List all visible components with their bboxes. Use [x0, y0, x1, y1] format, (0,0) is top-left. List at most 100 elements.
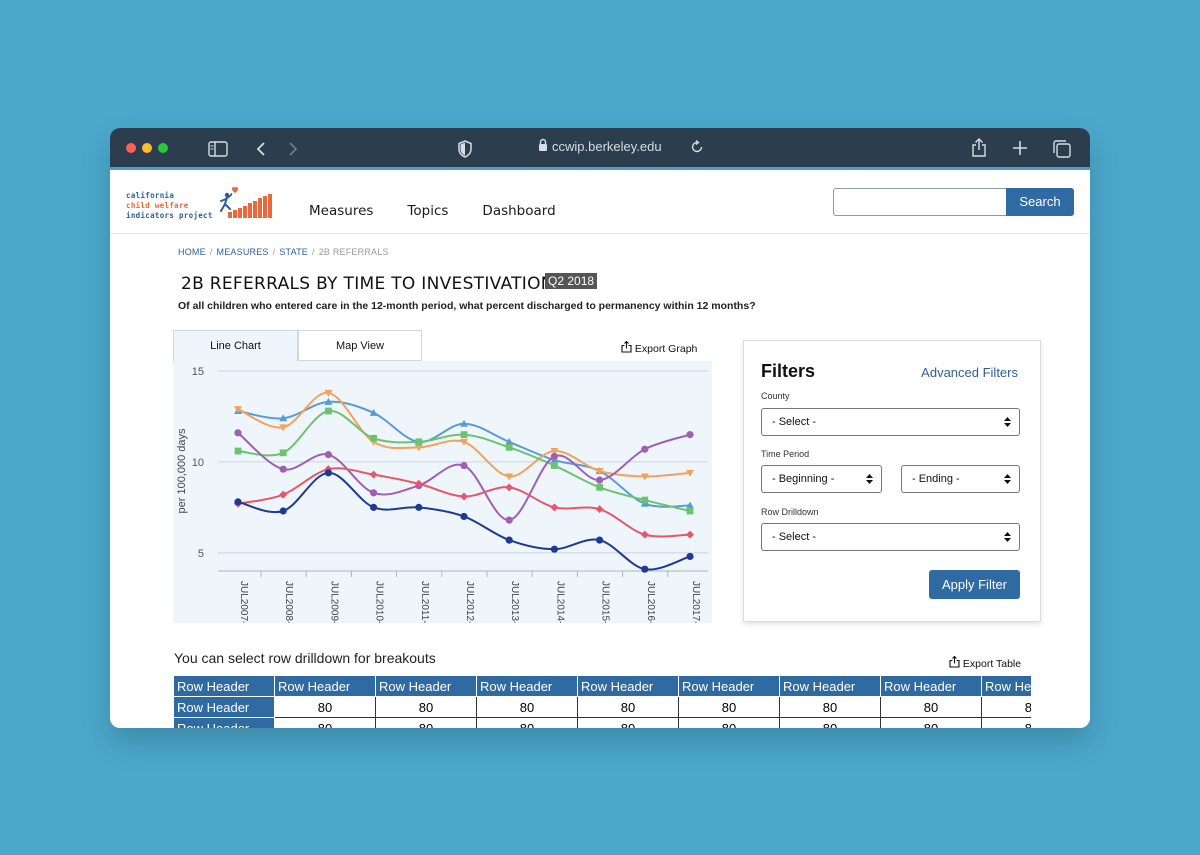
sidebar-icon[interactable]: [208, 141, 228, 162]
tab-line-chart[interactable]: Line Chart: [173, 330, 298, 361]
tab-map-view[interactable]: Map View: [298, 330, 422, 361]
data-point[interactable]: [505, 483, 514, 492]
data-point[interactable]: [596, 483, 603, 491]
data-point[interactable]: [641, 565, 649, 573]
search-input[interactable]: [833, 188, 1007, 216]
data-point[interactable]: [279, 414, 288, 422]
data-point[interactable]: [505, 437, 514, 445]
breadcrumb-home[interactable]: HOME: [178, 247, 206, 257]
logo-chart-icon[interactable]: [218, 184, 278, 225]
data-point[interactable]: [686, 501, 694, 509]
data-point[interactable]: [595, 505, 604, 514]
data-point[interactable]: [324, 397, 333, 405]
share-icon[interactable]: [971, 138, 987, 163]
data-point[interactable]: [460, 431, 468, 439]
data-point[interactable]: [686, 431, 694, 439]
data-point[interactable]: [370, 434, 377, 442]
tabs-overview-icon[interactable]: [1052, 140, 1071, 163]
main-nav: Measures Topics Dashboard: [309, 203, 556, 219]
data-point[interactable]: [686, 530, 694, 539]
row-drilldown-select[interactable]: - Select -: [761, 523, 1020, 551]
back-icon[interactable]: [255, 141, 267, 162]
table-cell: 80: [981, 717, 1031, 728]
data-point[interactable]: [641, 445, 649, 453]
data-point[interactable]: [279, 490, 288, 499]
browser-titlebar: ccwip.berkeley.edu: [110, 128, 1090, 170]
table-cell: 80: [375, 717, 477, 728]
nav-measures[interactable]: Measures: [309, 203, 374, 219]
browser-window: ccwip.berkeley.edu california child welf…: [110, 128, 1090, 728]
data-point[interactable]: [234, 406, 242, 414]
data-point[interactable]: [505, 473, 514, 481]
breadcrumb-state[interactable]: STATE: [279, 247, 309, 257]
data-point[interactable]: [324, 469, 332, 477]
nav-topics[interactable]: Topics: [407, 203, 449, 219]
minimize-window-button[interactable]: [142, 143, 152, 153]
maximize-window-button[interactable]: [158, 143, 168, 153]
data-point[interactable]: [414, 479, 423, 488]
forward-icon[interactable]: [287, 141, 299, 162]
data-point[interactable]: [234, 498, 242, 506]
data-point[interactable]: [415, 438, 423, 446]
breadcrumb-measures[interactable]: MEASURES: [216, 247, 269, 257]
data-point[interactable]: [460, 419, 468, 427]
search-button[interactable]: Search: [1006, 188, 1074, 216]
export-table-button[interactable]: Export Table: [949, 655, 1021, 670]
data-point[interactable]: [415, 503, 423, 511]
new-tab-icon[interactable]: [1012, 140, 1028, 161]
data-point[interactable]: [505, 516, 513, 524]
data-point[interactable]: [325, 407, 332, 415]
data-point[interactable]: [640, 530, 649, 539]
data-point[interactable]: [550, 448, 559, 455]
beginning-select[interactable]: - Beginning -: [761, 465, 882, 493]
data-point[interactable]: [234, 447, 242, 455]
data-point[interactable]: [460, 438, 468, 446]
shield-icon[interactable]: [458, 140, 472, 163]
data-point[interactable]: [279, 424, 288, 432]
nav-dashboard[interactable]: Dashboard: [482, 203, 556, 219]
data-point[interactable]: [324, 451, 332, 459]
data-point[interactable]: [414, 444, 423, 452]
table-cell: 80: [981, 696, 1031, 718]
data-point[interactable]: [460, 461, 468, 470]
lock-icon: [538, 138, 548, 157]
data-point[interactable]: [550, 452, 558, 461]
close-window-button[interactable]: [126, 143, 136, 153]
data-point[interactable]: [686, 552, 694, 561]
data-point[interactable]: [234, 429, 242, 437]
data-point[interactable]: [595, 468, 604, 475]
data-point[interactable]: [550, 503, 559, 512]
data-point[interactable]: [324, 389, 333, 397]
data-point[interactable]: [505, 536, 513, 544]
data-point[interactable]: [279, 507, 287, 515]
data-point[interactable]: [686, 469, 694, 477]
data-point[interactable]: [460, 492, 468, 501]
data-point[interactable]: [279, 449, 287, 457]
data-point[interactable]: [369, 408, 378, 416]
reload-icon[interactable]: [690, 139, 704, 159]
data-point[interactable]: [596, 536, 604, 544]
export-graph-button[interactable]: Export Graph: [621, 340, 697, 355]
data-point[interactable]: [460, 512, 468, 521]
data-point[interactable]: [550, 545, 558, 553]
county-select-value: - Select -: [772, 416, 817, 428]
url-text[interactable]: ccwip.berkeley.edu: [552, 139, 662, 154]
data-point[interactable]: [369, 470, 378, 479]
data-point[interactable]: [640, 473, 649, 481]
table-cell: 80: [375, 696, 477, 718]
data-point[interactable]: [596, 476, 604, 484]
data-point[interactable]: [505, 443, 513, 451]
data-point[interactable]: [279, 465, 287, 473]
data-point[interactable]: [324, 465, 333, 474]
data-point[interactable]: [370, 503, 378, 511]
apply-filter-button[interactable]: Apply Filter: [929, 570, 1020, 599]
table-row: Row Header 80 80 80 80 80 80 80 80: [173, 717, 1031, 728]
data-point[interactable]: [641, 496, 649, 504]
county-select[interactable]: - Select -: [761, 408, 1020, 436]
ending-select[interactable]: - Ending -: [901, 465, 1020, 493]
advanced-filters-link[interactable]: Advanced Filters: [921, 365, 1018, 380]
data-point[interactable]: [370, 489, 378, 497]
data-point[interactable]: [686, 507, 694, 515]
logo-text[interactable]: california child welfare indicators proj…: [126, 191, 213, 221]
data-point[interactable]: [551, 462, 558, 469]
